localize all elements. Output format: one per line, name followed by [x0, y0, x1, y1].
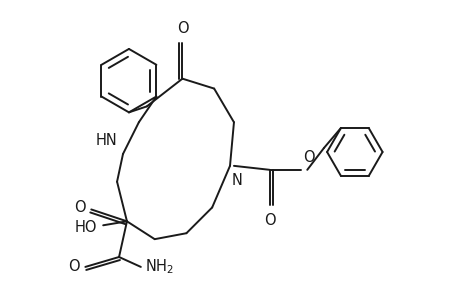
Text: N: N: [231, 173, 242, 188]
Text: HO: HO: [74, 220, 97, 235]
Text: O: O: [176, 21, 188, 36]
Text: O: O: [302, 150, 314, 165]
Text: O: O: [263, 213, 275, 228]
Text: NH$_2$: NH$_2$: [145, 258, 174, 276]
Text: O: O: [67, 260, 79, 274]
Text: O: O: [73, 200, 85, 215]
Text: HN: HN: [95, 133, 117, 148]
